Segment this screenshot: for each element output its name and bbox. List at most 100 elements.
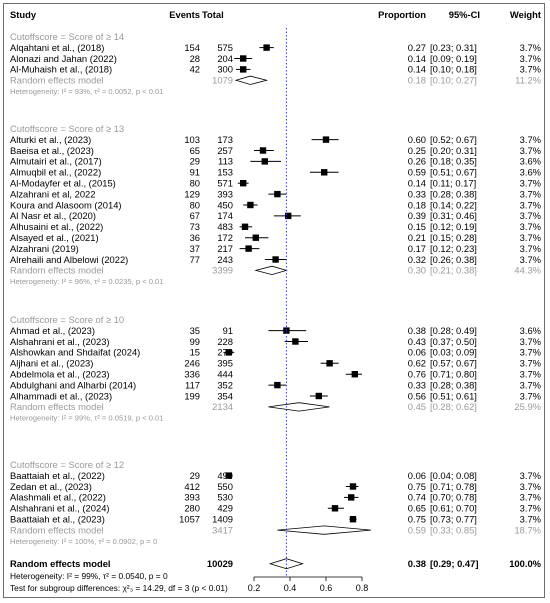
study-events: 37: [190, 243, 200, 254]
study-events: 73: [190, 221, 200, 232]
subgroup-title: Cutoffscore = Score of ≥ 12: [10, 459, 124, 470]
study-name: Alshahrani et al., (2023): [10, 336, 110, 347]
study-proportion: 0.18: [408, 199, 426, 210]
study-events: 336: [184, 369, 200, 380]
overall-heterogeneity: Heterogeneity: I² = 99%, τ² = 0.0540, p …: [10, 571, 168, 581]
study-proportion: 0.17: [408, 243, 426, 254]
study-weight: 3.7%: [520, 369, 541, 380]
study-name: Alshahrani et al., (2024): [10, 503, 110, 514]
study-square: [321, 169, 328, 176]
study-events: 117: [185, 379, 200, 390]
subgroup-heterogeneity: Heterogeneity: I² = 99%, τ² = 0.0519, p …: [10, 414, 164, 423]
study-square: [245, 245, 252, 252]
study-name: Abdulghani and Alharbi (2014): [10, 379, 136, 390]
study-weight: 3.7%: [520, 336, 541, 347]
study-ci: [0.71; 0.80]: [430, 369, 477, 380]
study-events: 393: [184, 492, 200, 503]
subgroup-re-proportion: 0.59: [408, 524, 426, 535]
study-weight: 3.7%: [520, 470, 541, 481]
study-events: 67: [190, 210, 200, 221]
subgroup-title: Cutoffscore = Score of ≥ 13: [10, 123, 124, 134]
subgroup-heterogeneity: Heterogeneity: I² = 100%, τ² = 0.0902, p…: [10, 537, 157, 546]
study-name: Zedan et al., (2023): [10, 481, 92, 492]
study-proportion: 0.33: [408, 379, 426, 390]
overall-weight: 100.0%: [509, 558, 541, 569]
study-weight: 3.7%: [520, 210, 541, 221]
subgroup-heterogeneity: Heterogeneity: I² = 93%, τ² = 0.0052, p …: [10, 87, 164, 96]
study-ci: [0.10; 0.18]: [430, 64, 477, 75]
study-events: 29: [190, 156, 200, 167]
study-square: [292, 338, 299, 345]
study-square: [326, 360, 333, 367]
study-proportion: 0.21: [408, 232, 426, 243]
study-name: Baattaiah et al., (2023): [10, 514, 105, 525]
study-square: [247, 201, 254, 209]
subgroup-re-weight: 25.9%: [514, 401, 541, 412]
study-name: Alonazi and Jahan (2022): [10, 53, 117, 64]
study-total: 91: [223, 325, 233, 336]
study-square: [331, 505, 339, 512]
subgroup-diamond: [254, 265, 288, 276]
overall-re-label: Random effects model: [10, 558, 111, 569]
study-weight: 3.7%: [520, 134, 541, 145]
study-weight: 3.7%: [520, 64, 541, 75]
subgroup-re-ci: [0.28; 0.62]: [430, 401, 477, 412]
study-events: 15: [190, 347, 200, 358]
study-events: 1057: [179, 514, 200, 525]
header-events: Events: [169, 9, 200, 20]
header-ci: 95%-CI: [449, 9, 480, 20]
study-square: [259, 147, 267, 154]
study-name: Al-Modayfer et al., (2015): [10, 178, 116, 189]
study-ci: [0.52; 0.67]: [430, 134, 477, 145]
subgroup-re-total: 1079: [212, 75, 233, 86]
study-events: 99: [190, 336, 200, 347]
study-proportion: 0.14: [408, 64, 426, 75]
study-square: [240, 66, 247, 73]
study-name: Alhusaini et al., (2022): [10, 221, 103, 232]
study-events: 280: [184, 503, 200, 514]
study-name: Al Nasr et al., (2020): [10, 210, 96, 221]
study-ci: [0.12; 0.19]: [430, 221, 477, 232]
study-ci: [0.28; 0.38]: [430, 188, 477, 199]
study-name: Alqahtani et al., (2018): [10, 42, 104, 53]
study-weight: 3.7%: [520, 53, 541, 64]
subgroup-re-total: 3417: [212, 524, 233, 535]
study-total: 429: [217, 503, 233, 514]
study-weight: 3.7%: [520, 188, 541, 199]
study-proportion: 0.15: [408, 221, 426, 232]
study-ci: [0.28; 0.49]: [430, 325, 477, 336]
subgroup-re-ci: [0.21; 0.38]: [430, 265, 477, 276]
study-total: 172: [217, 232, 233, 243]
study-proportion: 0.38: [408, 325, 426, 336]
study-weight: 3.7%: [520, 199, 541, 210]
study-ci: [0.03; 0.09]: [430, 347, 477, 358]
study-weight: 3.7%: [520, 145, 541, 156]
study-ci: [0.28; 0.38]: [430, 379, 477, 390]
study-proportion: 0.60: [408, 134, 426, 145]
study-events: 246: [184, 358, 200, 369]
study-name: Alturki et al., (2023): [10, 134, 91, 145]
subgroup-re-total: 3399: [212, 265, 233, 276]
study-total: 173: [217, 134, 233, 145]
study-ci: [0.18; 0.35]: [430, 156, 477, 167]
subgroup-re-label: Random effects model: [10, 265, 104, 276]
study-proportion: 0.14: [408, 178, 426, 189]
study-proportion: 0.76: [408, 369, 426, 380]
study-weight: 3.7%: [520, 481, 541, 492]
subgroup-re-label: Random effects model: [10, 524, 104, 535]
study-total: 153: [217, 167, 233, 178]
study-total: 228: [217, 336, 233, 347]
study-proportion: 0.32: [408, 254, 426, 265]
study-weight: 3.7%: [520, 514, 541, 525]
study-events: 77: [190, 254, 200, 265]
study-events: 80: [190, 178, 200, 189]
study-total: 204: [217, 53, 233, 64]
study-events: 103: [184, 134, 200, 145]
study-weight: 3.7%: [520, 390, 541, 401]
study-events: 154: [184, 42, 200, 53]
study-total: 444: [217, 369, 233, 380]
header-proportion: Proportion: [378, 9, 426, 20]
study-square: [261, 158, 268, 165]
subgroup-diamond: [277, 525, 372, 535]
